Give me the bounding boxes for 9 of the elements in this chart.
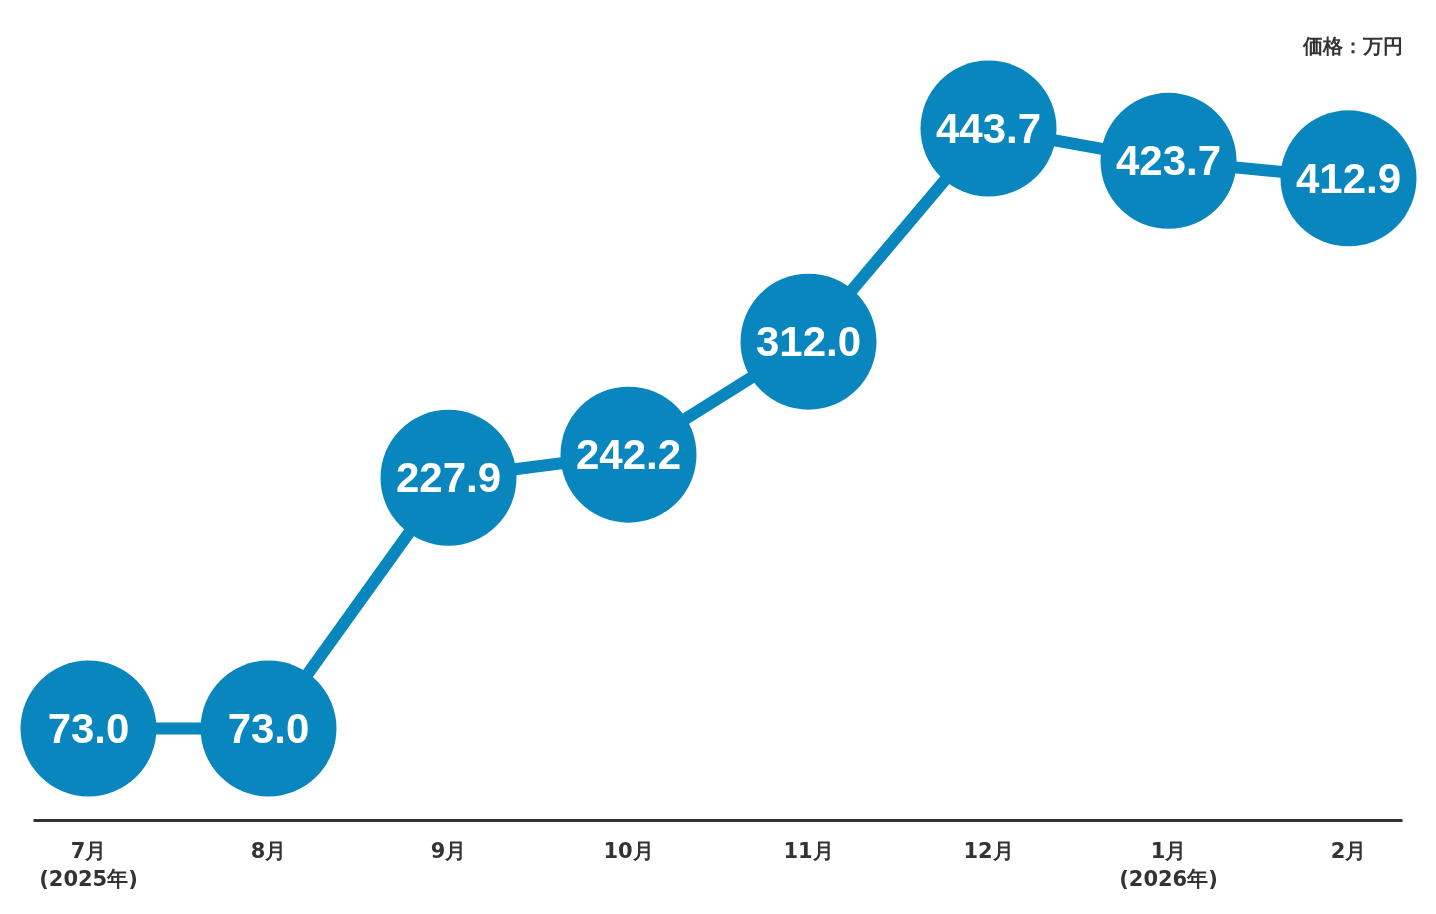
y-axis-title: 価格：万円: [1301, 33, 1403, 58]
x-tick-label: 11月: [783, 838, 834, 863]
x-tick-label: 12月: [963, 838, 1014, 863]
x-tick-label: 7月 (2025年): [39, 838, 138, 892]
x-tick-label: 9月: [430, 838, 467, 863]
x-tick-label: 8月: [250, 838, 287, 863]
x-tick-label: 10月: [603, 838, 654, 863]
x-tick-label: 2月: [1330, 838, 1367, 863]
x-tick-label: 1月 (2026年): [1119, 838, 1218, 892]
